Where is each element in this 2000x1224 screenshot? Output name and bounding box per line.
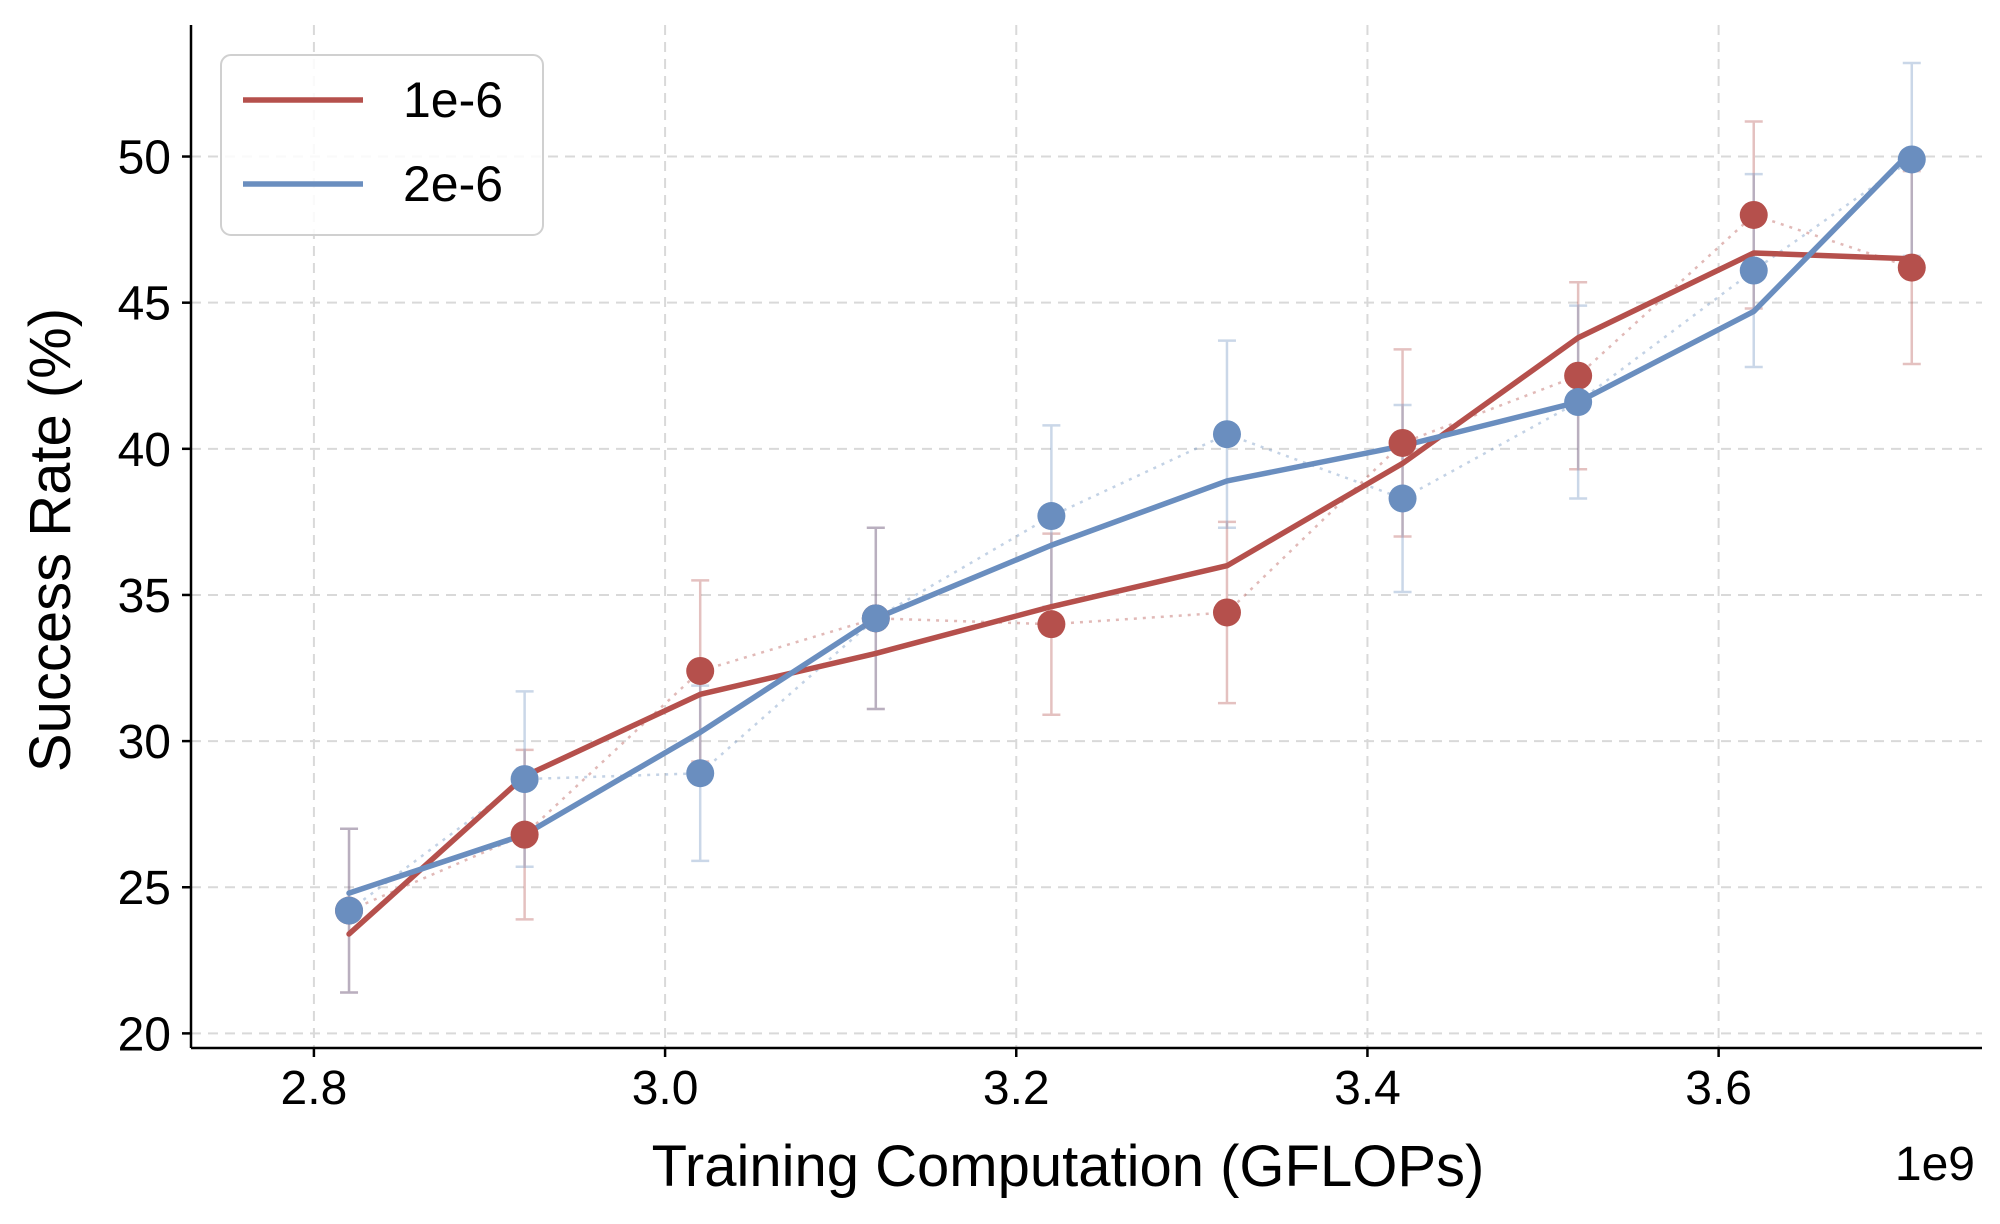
data-point-1e-6 bbox=[1564, 361, 1593, 390]
data-point-2e-6 bbox=[861, 604, 890, 633]
trend-line-2e-6 bbox=[346, 147, 1915, 896]
y-tick-label: 45 bbox=[118, 278, 171, 331]
x-tick-label: 2.8 bbox=[281, 1062, 348, 1115]
data-markers bbox=[335, 145, 1926, 925]
data-point-2e-6 bbox=[1388, 484, 1417, 513]
legend: 1e-6 2e-6 bbox=[220, 54, 544, 236]
axes bbox=[189, 25, 1982, 1050]
y-tick-label: 50 bbox=[118, 132, 171, 185]
x-tick-label: 3.6 bbox=[1685, 1062, 1752, 1115]
data-point-2e-6 bbox=[1897, 145, 1926, 174]
data-point-1e-6 bbox=[1212, 598, 1241, 627]
data-point-1e-6 bbox=[510, 820, 539, 849]
data-point-2e-6 bbox=[1739, 256, 1768, 285]
y-tick-label: 35 bbox=[118, 570, 171, 623]
data-point-2e-6 bbox=[686, 759, 715, 788]
data-point-2e-6 bbox=[335, 896, 364, 925]
legend-label-1e-6: 1e-6 bbox=[403, 72, 503, 128]
trend-line-1e-6 bbox=[346, 250, 1915, 937]
data-point-2e-6 bbox=[510, 765, 539, 794]
x-axis-ticks: 2.8 3.0 3.2 3.4 3.6 bbox=[281, 1048, 1752, 1115]
y-axis-ticks: 20 25 30 35 40 45 50 bbox=[118, 132, 191, 1061]
data-point-2e-6 bbox=[1037, 502, 1066, 531]
x-tick-label: 3.4 bbox=[1334, 1062, 1401, 1115]
data-point-1e-6 bbox=[1037, 610, 1066, 639]
grid-lines bbox=[191, 25, 1982, 1048]
data-point-1e-6 bbox=[686, 656, 715, 685]
x-axis-offset-label: 1e9 bbox=[1895, 1138, 1975, 1191]
y-axis-label: Success Rate (%) bbox=[18, 308, 83, 772]
data-point-1e-6 bbox=[1739, 200, 1768, 229]
legend-label-2e-6: 2e-6 bbox=[403, 156, 503, 212]
y-tick-label: 30 bbox=[118, 716, 171, 769]
x-tick-label: 3.2 bbox=[983, 1062, 1050, 1115]
data-point-1e-6 bbox=[1388, 428, 1417, 457]
trend-lines bbox=[346, 147, 1915, 937]
x-tick-label: 3.0 bbox=[632, 1062, 699, 1115]
x-axis-label: Training Computation (GFLOPs) bbox=[652, 1134, 1485, 1199]
raw-dotted-lines bbox=[348, 158, 1913, 912]
y-tick-label: 25 bbox=[118, 862, 171, 915]
raw-line-1e-6 bbox=[348, 213, 1913, 912]
data-point-2e-6 bbox=[1212, 420, 1241, 449]
error-bars bbox=[340, 61, 1921, 994]
y-tick-label: 20 bbox=[118, 1008, 171, 1061]
raw-line-2e-6 bbox=[348, 158, 1913, 912]
data-point-2e-6 bbox=[1564, 388, 1593, 417]
y-tick-label: 40 bbox=[118, 424, 171, 477]
data-point-1e-6 bbox=[1897, 253, 1926, 282]
